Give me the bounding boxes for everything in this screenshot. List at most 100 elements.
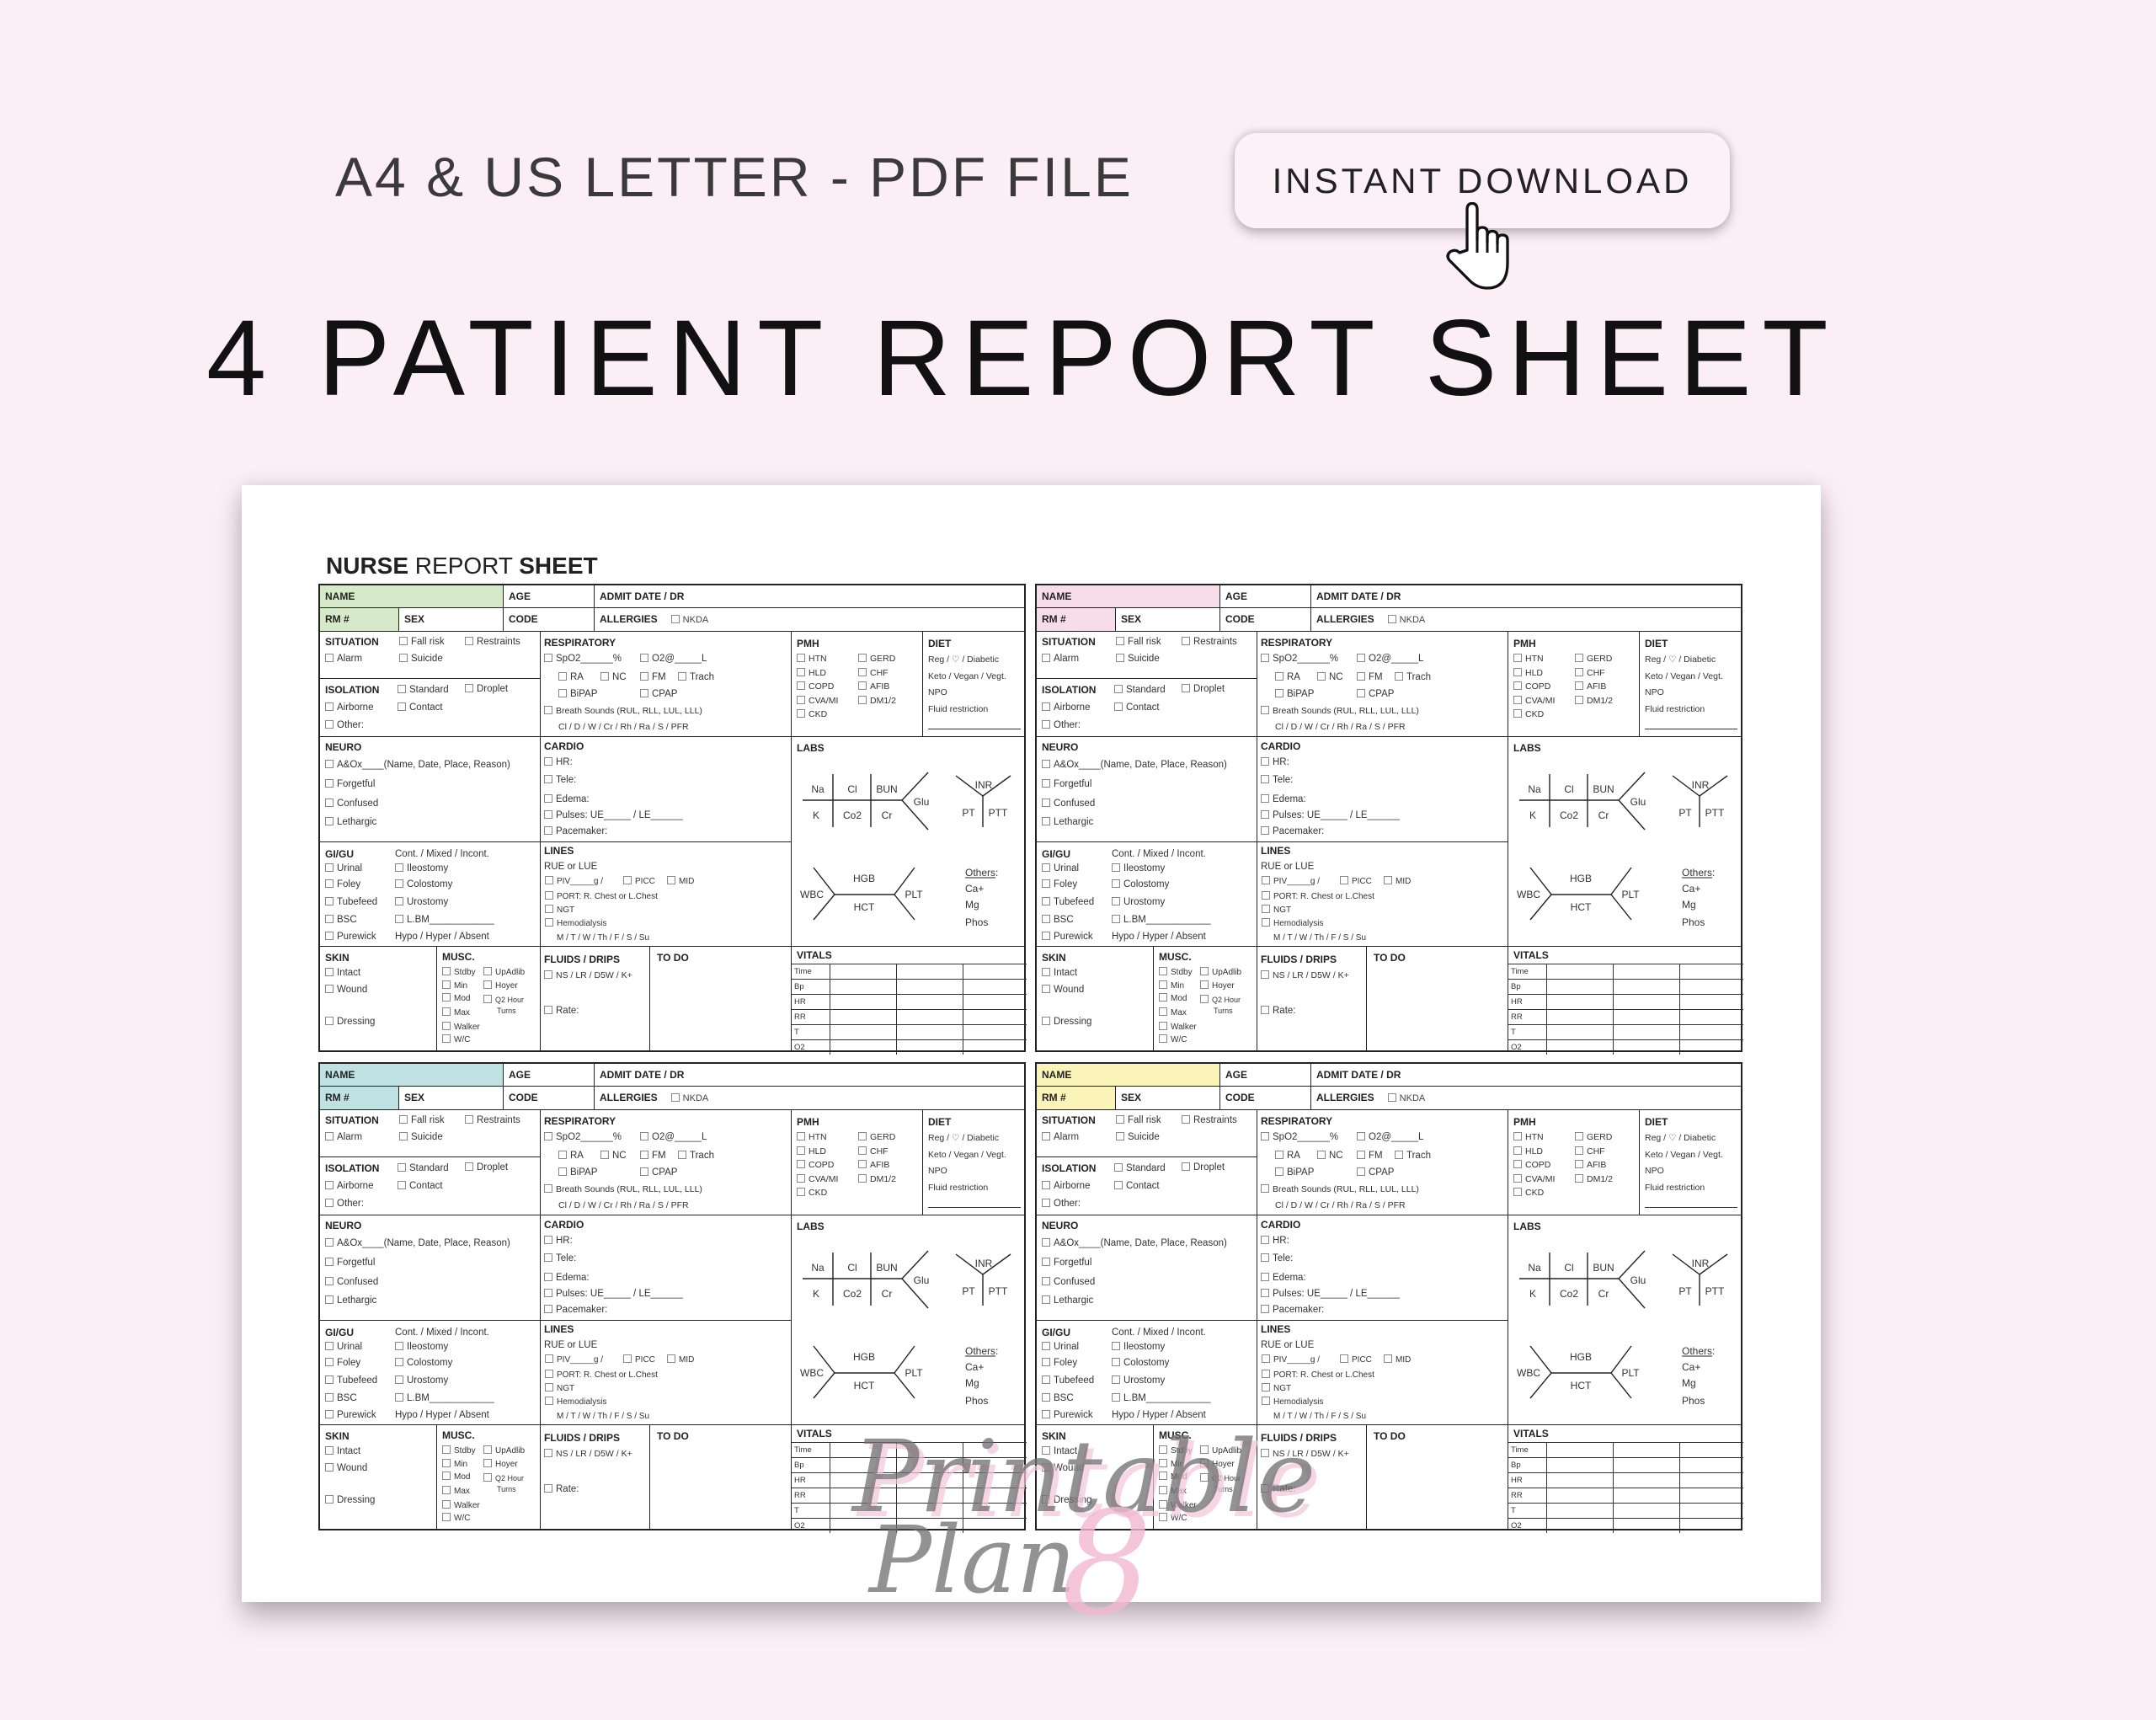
checkbox-icon[interactable] — [858, 681, 867, 690]
copd-checkbox[interactable]: COPD — [797, 681, 834, 692]
purewick-checkbox[interactable]: Purewick — [325, 931, 376, 943]
checkbox-icon[interactable] — [1112, 897, 1120, 905]
checkbox-icon[interactable] — [640, 654, 648, 662]
tubefeed-checkbox[interactable]: Tubefeed — [325, 896, 377, 908]
checkbox-icon[interactable] — [325, 932, 334, 940]
age-field[interactable]: AGE — [1220, 585, 1311, 608]
checkbox-icon[interactable] — [325, 897, 334, 905]
hoyer-checkbox[interactable]: Hoyer — [1200, 980, 1235, 992]
checkbox-icon[interactable] — [1575, 681, 1583, 690]
checkbox-icon[interactable] — [1357, 1132, 1365, 1140]
nc-checkbox[interactable]: NC — [600, 1150, 627, 1162]
checkbox-icon[interactable] — [1042, 915, 1050, 923]
checkbox-icon[interactable] — [623, 876, 632, 884]
checkbox-icon[interactable] — [1112, 863, 1120, 872]
alarm-checkbox[interactable]: Alarm — [1042, 1131, 1079, 1143]
checkbox-icon[interactable] — [325, 779, 334, 788]
tubefeed-checkbox[interactable]: Tubefeed — [1042, 896, 1094, 908]
room-field[interactable]: RM # — [1037, 1087, 1116, 1110]
checkbox-icon[interactable] — [858, 1146, 867, 1155]
fall-risk-checkbox[interactable]: Fall risk — [399, 636, 445, 648]
tele-checkbox[interactable]: Tele: — [544, 1253, 576, 1264]
checkbox-icon[interactable] — [1317, 1151, 1326, 1159]
urostomy-checkbox[interactable]: Urostomy — [395, 1375, 448, 1386]
forgetful-checkbox[interactable]: Forgetful — [1042, 1257, 1091, 1269]
urostomy-checkbox[interactable]: Urostomy — [395, 896, 448, 908]
lbm-checkbox[interactable]: L.BM____________ — [395, 914, 494, 926]
sex-field[interactable]: SEX — [1116, 1087, 1220, 1110]
o2-checkbox[interactable]: O2@_____L — [1357, 653, 1423, 665]
checkbox-icon[interactable] — [465, 637, 473, 645]
checkbox-icon[interactable] — [1114, 1181, 1123, 1189]
dressing-checkbox[interactable]: Dressing — [325, 1494, 375, 1506]
other-checkbox[interactable]: Other: — [1042, 1198, 1081, 1210]
checkbox-icon[interactable] — [1042, 968, 1050, 976]
age-field[interactable]: AGE — [504, 1064, 595, 1087]
checkbox-icon[interactable] — [1275, 1151, 1283, 1159]
stdby-checkbox[interactable]: Stdby — [442, 967, 476, 979]
edema-checkbox[interactable]: Edema: — [544, 1272, 590, 1284]
checkbox-icon[interactable] — [325, 1495, 334, 1504]
checkbox-icon[interactable] — [1261, 654, 1269, 662]
confused-checkbox[interactable]: Confused — [1042, 798, 1095, 809]
urostomy-checkbox[interactable]: Urostomy — [1112, 896, 1165, 908]
cpap-checkbox[interactable]: CPAP — [640, 688, 677, 700]
checkbox-icon[interactable] — [1575, 1174, 1583, 1183]
checkbox-icon[interactable] — [545, 891, 553, 900]
wound-checkbox[interactable]: Wound — [1042, 984, 1084, 996]
confused-checkbox[interactable]: Confused — [325, 798, 378, 809]
checkbox-icon[interactable] — [325, 1358, 334, 1366]
o2-checkbox[interactable]: O2@_____L — [640, 1131, 707, 1143]
checkbox-icon[interactable] — [1261, 775, 1269, 783]
checkbox-icon[interactable] — [442, 1513, 451, 1521]
checkbox-icon[interactable] — [325, 1132, 334, 1140]
upadlib-checkbox[interactable]: UpAdlib — [483, 967, 525, 979]
droplet-checkbox[interactable]: Droplet — [465, 683, 508, 695]
fall-risk-checkbox[interactable]: Fall risk — [1116, 1114, 1161, 1126]
checkbox-icon[interactable] — [1112, 1342, 1120, 1350]
fill-in-line[interactable] — [1645, 1207, 1737, 1208]
allergies-field[interactable]: ALLERGIES NKDA — [595, 1087, 1024, 1110]
checkbox-icon[interactable] — [465, 1162, 473, 1171]
checkbox-icon[interactable] — [1159, 980, 1167, 989]
purewick-checkbox[interactable]: Purewick — [1042, 931, 1093, 943]
checkbox-icon[interactable] — [1261, 1305, 1269, 1313]
checkbox-icon[interactable] — [544, 1184, 552, 1193]
dm-checkbox[interactable]: DM1/2 — [1575, 695, 1613, 707]
checkbox-icon[interactable] — [395, 879, 403, 888]
intact-checkbox[interactable]: Intact — [325, 967, 360, 979]
checkbox-icon[interactable] — [325, 702, 334, 711]
checkbox-icon[interactable] — [1513, 668, 1522, 676]
checkbox-icon[interactable] — [442, 1022, 451, 1030]
checkbox-icon[interactable] — [678, 672, 686, 681]
checkbox-icon[interactable] — [1357, 1151, 1365, 1159]
hemodialysis-checkbox[interactable]: Hemodialysis — [545, 918, 606, 930]
bsc-checkbox[interactable]: BSC — [325, 1392, 357, 1404]
checkbox-icon[interactable] — [1116, 1115, 1124, 1124]
checkbox-icon[interactable] — [1261, 1289, 1269, 1297]
checkbox-icon[interactable] — [442, 1500, 451, 1509]
admit-field[interactable]: ADMIT DATE / DR — [1311, 585, 1741, 608]
rate-checkbox[interactable]: Rate: — [1261, 1483, 1296, 1495]
nc-checkbox[interactable]: NC — [1317, 1150, 1343, 1162]
port-checkbox[interactable]: PORT: R. Chest or L.Chest — [545, 1370, 658, 1381]
checkbox-icon[interactable] — [398, 1181, 406, 1189]
wc-checkbox[interactable]: W/C — [442, 1513, 470, 1525]
airborne-checkbox[interactable]: Airborne — [325, 702, 373, 713]
picc-checkbox[interactable]: PICC — [623, 876, 655, 888]
q2-turns-checkbox[interactable]: Q2 Hour — [483, 994, 524, 1006]
checkbox-icon[interactable] — [545, 918, 553, 927]
ngt-checkbox[interactable]: NGT — [1262, 905, 1291, 916]
walker-checkbox[interactable]: Walker — [442, 1500, 480, 1512]
checkbox-icon[interactable] — [325, 1199, 334, 1207]
checkbox-icon[interactable] — [399, 637, 408, 645]
checkbox-icon[interactable] — [1575, 1160, 1583, 1168]
foley-checkbox[interactable]: Foley — [1042, 1357, 1077, 1369]
mid-checkbox[interactable]: MID — [1384, 1354, 1411, 1366]
checkbox-icon[interactable] — [544, 1006, 552, 1014]
bipap-checkbox[interactable]: BiPAP — [1275, 1167, 1314, 1178]
checkbox-icon[interactable] — [640, 672, 648, 681]
checkbox-icon[interactable] — [797, 668, 805, 676]
name-field[interactable]: NAME — [320, 585, 504, 608]
checkbox-icon[interactable] — [1042, 897, 1050, 905]
